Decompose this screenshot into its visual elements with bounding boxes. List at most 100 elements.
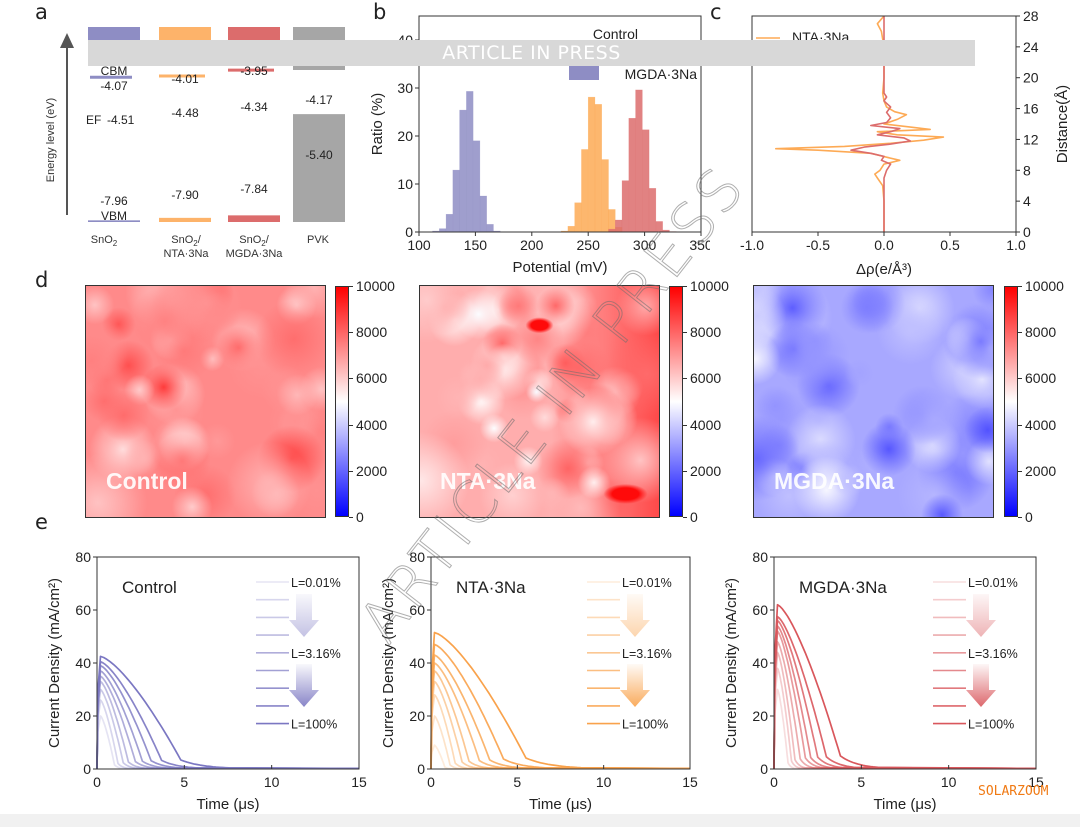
- x-axis-label: Time (μs): [529, 796, 592, 813]
- down-arrow-icon: [289, 594, 319, 637]
- down-arrow-icon: [620, 664, 650, 707]
- x-axis-label: Potential (mV): [512, 259, 607, 276]
- cbm-value: -3.95: [240, 64, 268, 78]
- category-label: SnO2/: [239, 234, 269, 248]
- vbm-text: VBM: [101, 209, 127, 223]
- colorbar: [1004, 286, 1018, 517]
- current-trace: [430, 744, 691, 770]
- vbm-bar: [159, 217, 211, 222]
- y-tick-label: 80: [409, 549, 425, 565]
- y-tick-label: 40: [752, 655, 768, 671]
- legend-label: L=100%: [291, 718, 337, 732]
- y-tick-label: 0: [417, 761, 425, 777]
- potential-histogram-chart: 100150200250300350010203040Potential (mV…: [369, 15, 710, 276]
- vbm-value: -7.96: [100, 194, 128, 208]
- y-tick-label: 40: [409, 655, 425, 671]
- current-trace: [773, 667, 1037, 770]
- colorbar-tick: [1018, 470, 1022, 472]
- panel-letter-a: a: [35, 0, 48, 24]
- down-arrow-icon: [289, 664, 319, 707]
- colorbar-tick-label: 0: [690, 509, 698, 525]
- cbm-value: -4.07: [100, 79, 128, 93]
- map-label: NTA·3Na: [440, 468, 536, 494]
- down-arrow-icon: [966, 594, 996, 637]
- vbm-value: -7.90: [171, 188, 199, 202]
- x-axis-label: Time (μs): [196, 796, 259, 813]
- y-tick-label: 20: [75, 708, 91, 724]
- colorbar-tick: [1018, 517, 1022, 518]
- colorbar-tick-label: 4000: [1025, 416, 1057, 433]
- vbm-value: -7.84: [240, 182, 268, 196]
- histogram-bar: [642, 129, 650, 233]
- current-trace: [96, 699, 360, 770]
- category-label: PVK: [307, 234, 330, 246]
- legend-label: L=100%: [622, 718, 668, 732]
- current-trace: [96, 655, 360, 770]
- y-tick-label: 60: [409, 602, 425, 618]
- current-trace: [96, 680, 360, 770]
- y-axis-label: Current Density (mA/cm²): [380, 578, 397, 748]
- transient-plot-ntana: L=0.01% L=3.16% L=100% 0 5 10 15 0 20 40 60 80 Time …: [380, 549, 698, 813]
- y-tick-label: 80: [75, 549, 91, 565]
- legend-label: L=3.16%: [968, 647, 1018, 661]
- panel-letter-b: b: [373, 0, 387, 24]
- current-trace: [773, 640, 1037, 770]
- colorbar-tick: [683, 378, 687, 380]
- colorbar-tick: [683, 517, 687, 518]
- colorbar-tick-label: 0: [356, 509, 364, 525]
- panel-letter-c: c: [710, 0, 722, 24]
- x-tick-label: 5: [513, 774, 521, 790]
- category-label: SnO2: [91, 234, 118, 248]
- colorbar-tick-label: 6000: [1025, 370, 1057, 387]
- colorbar-tick-label: 8000: [690, 324, 722, 341]
- colorbar: [335, 286, 349, 517]
- plot-frame: [418, 15, 702, 233]
- x-tick-label: 300: [633, 237, 657, 253]
- histogram-bar: [594, 104, 602, 233]
- x-tick-label: -0.5: [806, 237, 830, 253]
- density-line-mgdana: [850, 16, 912, 232]
- y-tick-label: 60: [75, 602, 91, 618]
- x-tick-label: 250: [577, 237, 601, 253]
- colorbar-tick-label: 2000: [356, 462, 388, 479]
- colorbar-tick: [1018, 378, 1022, 380]
- plot-title: MGDA·3Na: [799, 578, 887, 597]
- fermi-label: EF: [86, 113, 101, 127]
- current-trace: [96, 670, 360, 770]
- down-arrow-icon: [620, 594, 650, 637]
- fermi-value: -4.34: [240, 100, 268, 114]
- histogram-bar: [608, 209, 616, 233]
- vbm-bar: [88, 220, 140, 222]
- legend-label: L=0.01%: [968, 576, 1018, 590]
- colorbar-tick: [683, 332, 687, 334]
- y-tick-label: 20: [1023, 70, 1039, 86]
- x-tick-label: 15: [682, 774, 698, 790]
- x-tick-label: 5: [180, 774, 188, 790]
- y-tick-label: 20: [397, 128, 413, 144]
- energy-axis-label: Energy level (eV): [45, 98, 57, 182]
- x-tick-label: 100: [407, 237, 431, 253]
- x-tick-label: -1.0: [740, 237, 764, 253]
- x-tick-label: 1.0: [1006, 237, 1026, 253]
- source-watermark: SOLARZOOM: [978, 784, 1049, 799]
- transient-current-charts: L=0.01% L=3.16% L=100% 0 5 10 15 0 20 40 60 80 Time …: [46, 549, 1044, 813]
- histogram-bar: [452, 169, 460, 233]
- current-trace: [773, 630, 1037, 770]
- histogram-bar: [486, 224, 494, 233]
- current-trace: [430, 693, 691, 770]
- article-in-press-banner: ARTICLE IN PRESS: [88, 40, 975, 66]
- histogram-bar: [459, 109, 467, 233]
- y-axis-label: Distance(Å): [1054, 85, 1071, 163]
- y-tick-label: 0: [83, 761, 91, 777]
- histogram-bar: [615, 219, 623, 233]
- y-tick-label: 10: [397, 176, 413, 192]
- histogram-bar: [601, 159, 609, 233]
- category-label: SnO2/: [171, 234, 201, 248]
- colorbar-tick-label: 4000: [356, 416, 388, 433]
- y-tick-label: 0: [405, 224, 413, 240]
- current-trace: [773, 651, 1037, 770]
- x-tick-label: 0: [770, 774, 778, 790]
- kpfm-map-control: Control: [85, 285, 326, 518]
- x-tick-label: 10: [596, 774, 612, 790]
- x-tick-label: 10: [264, 774, 280, 790]
